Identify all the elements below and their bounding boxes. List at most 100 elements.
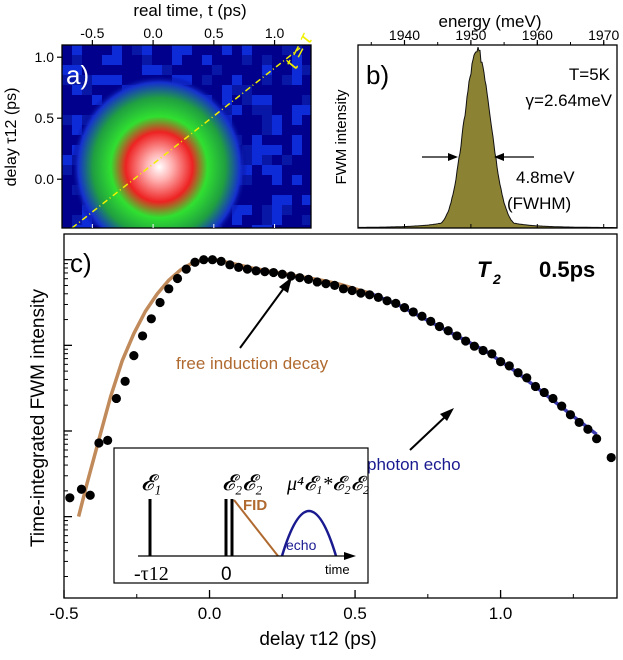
heatmap-cell xyxy=(262,65,272,75)
heatmap-cell xyxy=(292,95,302,105)
data-point xyxy=(548,393,558,404)
data-point xyxy=(277,269,287,279)
heatmap-cell xyxy=(302,95,311,105)
fwhm-left-arrowhead xyxy=(448,153,458,161)
panel-a-x-tick-label: 1.0 xyxy=(265,25,285,41)
heatmap-cell xyxy=(82,215,92,225)
heatmap-cell xyxy=(282,85,292,95)
heatmap-cell xyxy=(292,125,302,135)
panel-c-x-ticks: -0.5 0.0 0.5 1.0 xyxy=(49,590,574,623)
data-point xyxy=(478,345,488,356)
heatmap-cell xyxy=(252,125,262,135)
heatmap-cell xyxy=(62,175,72,185)
inset-fid-label: FID xyxy=(243,497,267,514)
heatmap-cell xyxy=(282,115,292,125)
heatmap-cell xyxy=(112,75,122,85)
heatmap-cell xyxy=(272,205,282,215)
heatmap-cell xyxy=(192,65,202,75)
heatmap-cell xyxy=(272,85,282,95)
inset-pulse-diagram: 𝓔₁ 𝓔₂𝓔₂ μ⁴𝓔₁*𝓔₂𝓔₂ FID echo -τ12 0 time xyxy=(113,447,369,585)
panel-a-label: a) xyxy=(66,60,89,90)
data-point xyxy=(216,256,226,267)
heatmap-cell xyxy=(262,195,272,205)
data-point xyxy=(65,493,75,503)
heatmap-cell xyxy=(72,225,82,228)
data-points xyxy=(65,255,616,503)
panel-b: b) 1940 1950 1960 1970 energy (meV) FWM int… xyxy=(333,12,619,229)
data-point xyxy=(260,267,270,277)
data-point xyxy=(330,280,340,290)
data-point xyxy=(461,336,471,346)
panel-a-y-ticks: 1.0 0.5 0.0 xyxy=(35,49,62,187)
heatmap-cell xyxy=(222,225,232,228)
heatmap-cell xyxy=(202,75,212,85)
t2-title-value: 0.5ps xyxy=(539,257,595,282)
heatmap-cell xyxy=(132,65,142,75)
heatmap-cell xyxy=(62,95,72,105)
data-point xyxy=(312,277,322,287)
data-point xyxy=(408,307,418,317)
gamma-annotation: γ=2.64meV xyxy=(526,91,613,110)
heatmap-cell xyxy=(272,185,282,195)
panel-b-label: b) xyxy=(366,60,389,90)
heatmap-cell xyxy=(202,65,212,75)
heatmap-cell xyxy=(302,225,311,228)
data-point xyxy=(164,284,174,294)
inset-frame xyxy=(113,447,369,584)
heatmap-cell xyxy=(242,45,252,55)
panel-b-x-tick-label: 1970 xyxy=(588,27,619,43)
data-point xyxy=(172,273,183,284)
data-point xyxy=(225,260,235,270)
heatmap-cell xyxy=(302,65,311,75)
heatmap-cell xyxy=(262,155,272,165)
data-point xyxy=(347,285,357,296)
heatmap-cell xyxy=(302,145,311,155)
heatmap-cell xyxy=(302,205,311,215)
heatmap-cell xyxy=(252,65,262,75)
heatmap-cell xyxy=(242,205,252,215)
panel-b-frame xyxy=(357,44,618,229)
data-point xyxy=(557,401,567,411)
heatmap-cell xyxy=(302,195,311,205)
heatmap-cell xyxy=(282,55,292,65)
heatmap-cell xyxy=(212,55,222,65)
panel-c-x-tick-label: 0.0 xyxy=(198,604,222,623)
heatmap-cell xyxy=(162,65,172,75)
heatmap-cell xyxy=(62,105,72,115)
heatmap-cell xyxy=(302,45,311,55)
heatmap-cell xyxy=(272,155,282,165)
heatmap-cell xyxy=(62,115,72,125)
heatmap-cell xyxy=(292,155,302,165)
diagonal-line-t-equals-tau xyxy=(71,47,301,229)
heatmap-cell xyxy=(252,45,262,55)
heatmap-cell xyxy=(252,155,262,165)
heatmap-cell xyxy=(242,115,252,125)
heatmap-cell xyxy=(302,125,311,135)
heatmap-cell xyxy=(272,115,282,125)
heatmap-cell xyxy=(182,45,192,55)
heatmap-cell xyxy=(102,85,112,95)
heatmap-cell xyxy=(212,45,222,55)
data-point xyxy=(181,264,191,274)
echo-annotation: photon echo xyxy=(367,455,461,474)
data-point xyxy=(443,326,453,336)
data-point xyxy=(452,331,462,341)
fwhm-label-annotation: (FWHM) xyxy=(507,194,571,213)
heatmap-cell xyxy=(262,95,272,105)
heatmap-cell xyxy=(292,105,302,115)
heatmap-cell xyxy=(292,135,302,145)
heatmap-cell xyxy=(282,145,292,155)
heatmap-cell xyxy=(112,65,122,75)
heatmap-cell xyxy=(72,55,82,65)
heatmap-cell xyxy=(262,205,272,215)
heatmap-cell xyxy=(292,215,302,225)
heatmap-cell xyxy=(152,65,162,75)
data-point xyxy=(583,424,593,434)
inset-echo-label: echo xyxy=(286,537,317,553)
heatmap-cell xyxy=(272,65,282,75)
heatmap-cell xyxy=(282,185,292,195)
heatmap-cell xyxy=(292,185,302,195)
heatmap-cell xyxy=(242,215,252,225)
heatmap-cell xyxy=(252,55,262,65)
